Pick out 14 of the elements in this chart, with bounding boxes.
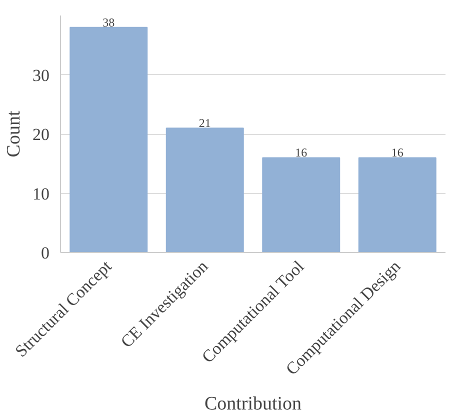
y-tick-label: 10 (32, 184, 50, 204)
y-tick-label: 0 (41, 244, 50, 262)
data-label: 16 (391, 146, 404, 160)
x-axis-title: Contribution (204, 393, 302, 414)
y-tick-label: 20 (32, 125, 50, 144)
y-axis-title: Count (4, 110, 24, 158)
data-label: 38 (102, 15, 115, 30)
bar (70, 26, 148, 252)
bar (166, 128, 244, 252)
bar (358, 157, 436, 252)
y-tick-label: 30 (32, 66, 50, 85)
bar (262, 157, 340, 252)
data-label: 16 (295, 146, 308, 160)
data-label: 21 (198, 116, 211, 130)
